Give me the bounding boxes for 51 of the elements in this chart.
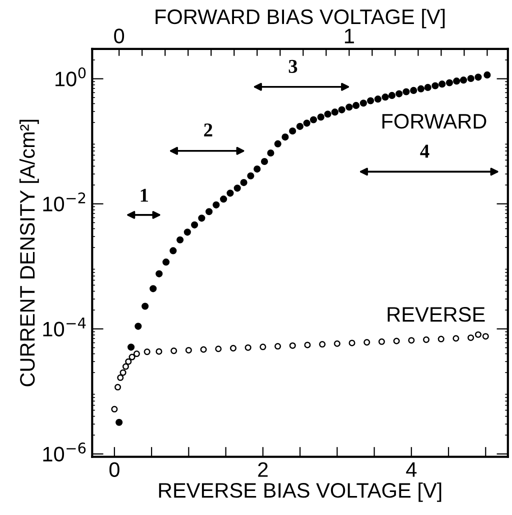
x-tick-label: 0 <box>109 462 120 477</box>
x-tick-label: 4 <box>406 462 417 477</box>
point <box>200 346 207 353</box>
point <box>274 343 282 350</box>
point <box>230 344 236 352</box>
point <box>170 348 178 354</box>
point <box>364 339 370 346</box>
point <box>319 341 326 348</box>
point <box>408 337 415 344</box>
annotation: 1 <box>140 188 148 202</box>
point <box>348 340 356 346</box>
point <box>122 363 129 370</box>
point <box>474 331 482 338</box>
point <box>438 336 444 342</box>
point <box>304 342 311 348</box>
point <box>114 384 122 390</box>
point <box>334 340 340 347</box>
y-axis-title: CURRENT DENSITY [A/cm²] <box>19 120 39 386</box>
annotation: 3 <box>288 60 298 73</box>
point <box>378 338 385 345</box>
point <box>482 333 489 340</box>
x2-axis-title: FORWARD BIAS VOLTAGE [V] <box>156 8 445 28</box>
x2-tick-label: 0 <box>114 28 124 44</box>
legend-label: REVERSE <box>388 307 485 322</box>
legend-label: FORWARD <box>382 114 486 129</box>
y-tick-label: 10$^{0}$ <box>56 67 86 86</box>
y-tick-label: 10$^{−4}$ <box>43 318 86 336</box>
y-tick-label: 10$^{−6}$ <box>43 442 86 462</box>
point <box>260 344 266 350</box>
point <box>393 338 400 344</box>
point <box>111 406 118 412</box>
point <box>452 335 460 342</box>
point <box>422 336 430 343</box>
point <box>244 344 252 351</box>
annotation: 4 <box>420 144 430 158</box>
point <box>185 346 192 354</box>
annotation: 2 <box>204 124 212 136</box>
point <box>117 374 124 381</box>
point <box>128 354 136 360</box>
point <box>156 348 162 355</box>
x2-tick-label: 1 <box>344 28 354 44</box>
x-axis-title: REVERSE BIAS VOLTAGE [V] <box>159 482 442 502</box>
y-tick-label: 10$^{−2}$ <box>43 192 86 212</box>
point <box>215 346 222 352</box>
point <box>120 369 126 376</box>
x-tick-label: 2 <box>258 462 268 477</box>
point <box>125 358 132 365</box>
point <box>468 334 474 341</box>
point <box>289 342 296 349</box>
point <box>133 350 140 358</box>
point <box>144 348 150 356</box>
